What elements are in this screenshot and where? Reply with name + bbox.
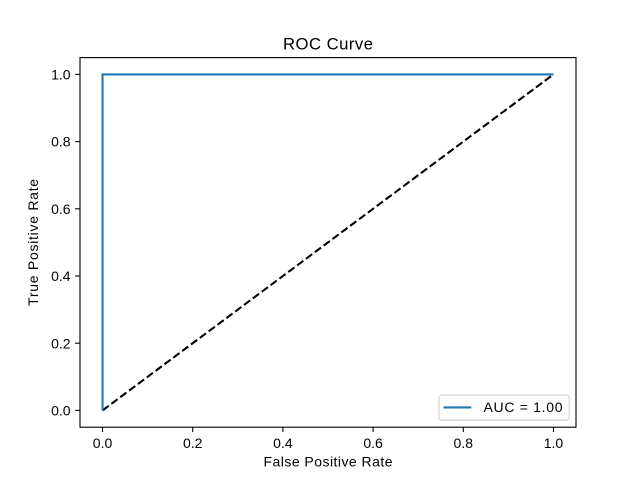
svg-text:0.6: 0.6 [51,201,71,217]
svg-text:True Positive Rate: True Positive Rate [25,179,41,306]
svg-text:False Positive Rate: False Positive Rate [264,453,393,469]
svg-text:0.2: 0.2 [183,435,203,451]
svg-text:0.8: 0.8 [51,134,71,150]
svg-text:0.6: 0.6 [363,435,383,451]
svg-text:0.4: 0.4 [51,268,71,284]
svg-text:0.0: 0.0 [93,435,113,451]
svg-text:0.0: 0.0 [51,403,71,419]
svg-text:AUC = 1.00: AUC = 1.00 [484,399,563,415]
svg-text:0.4: 0.4 [273,435,293,451]
svg-text:0.2: 0.2 [51,335,71,351]
svg-text:1.0: 1.0 [51,67,71,83]
svg-text:0.8: 0.8 [454,435,474,451]
svg-text:1.0: 1.0 [544,435,564,451]
svg-text:ROC Curve: ROC Curve [283,35,373,54]
